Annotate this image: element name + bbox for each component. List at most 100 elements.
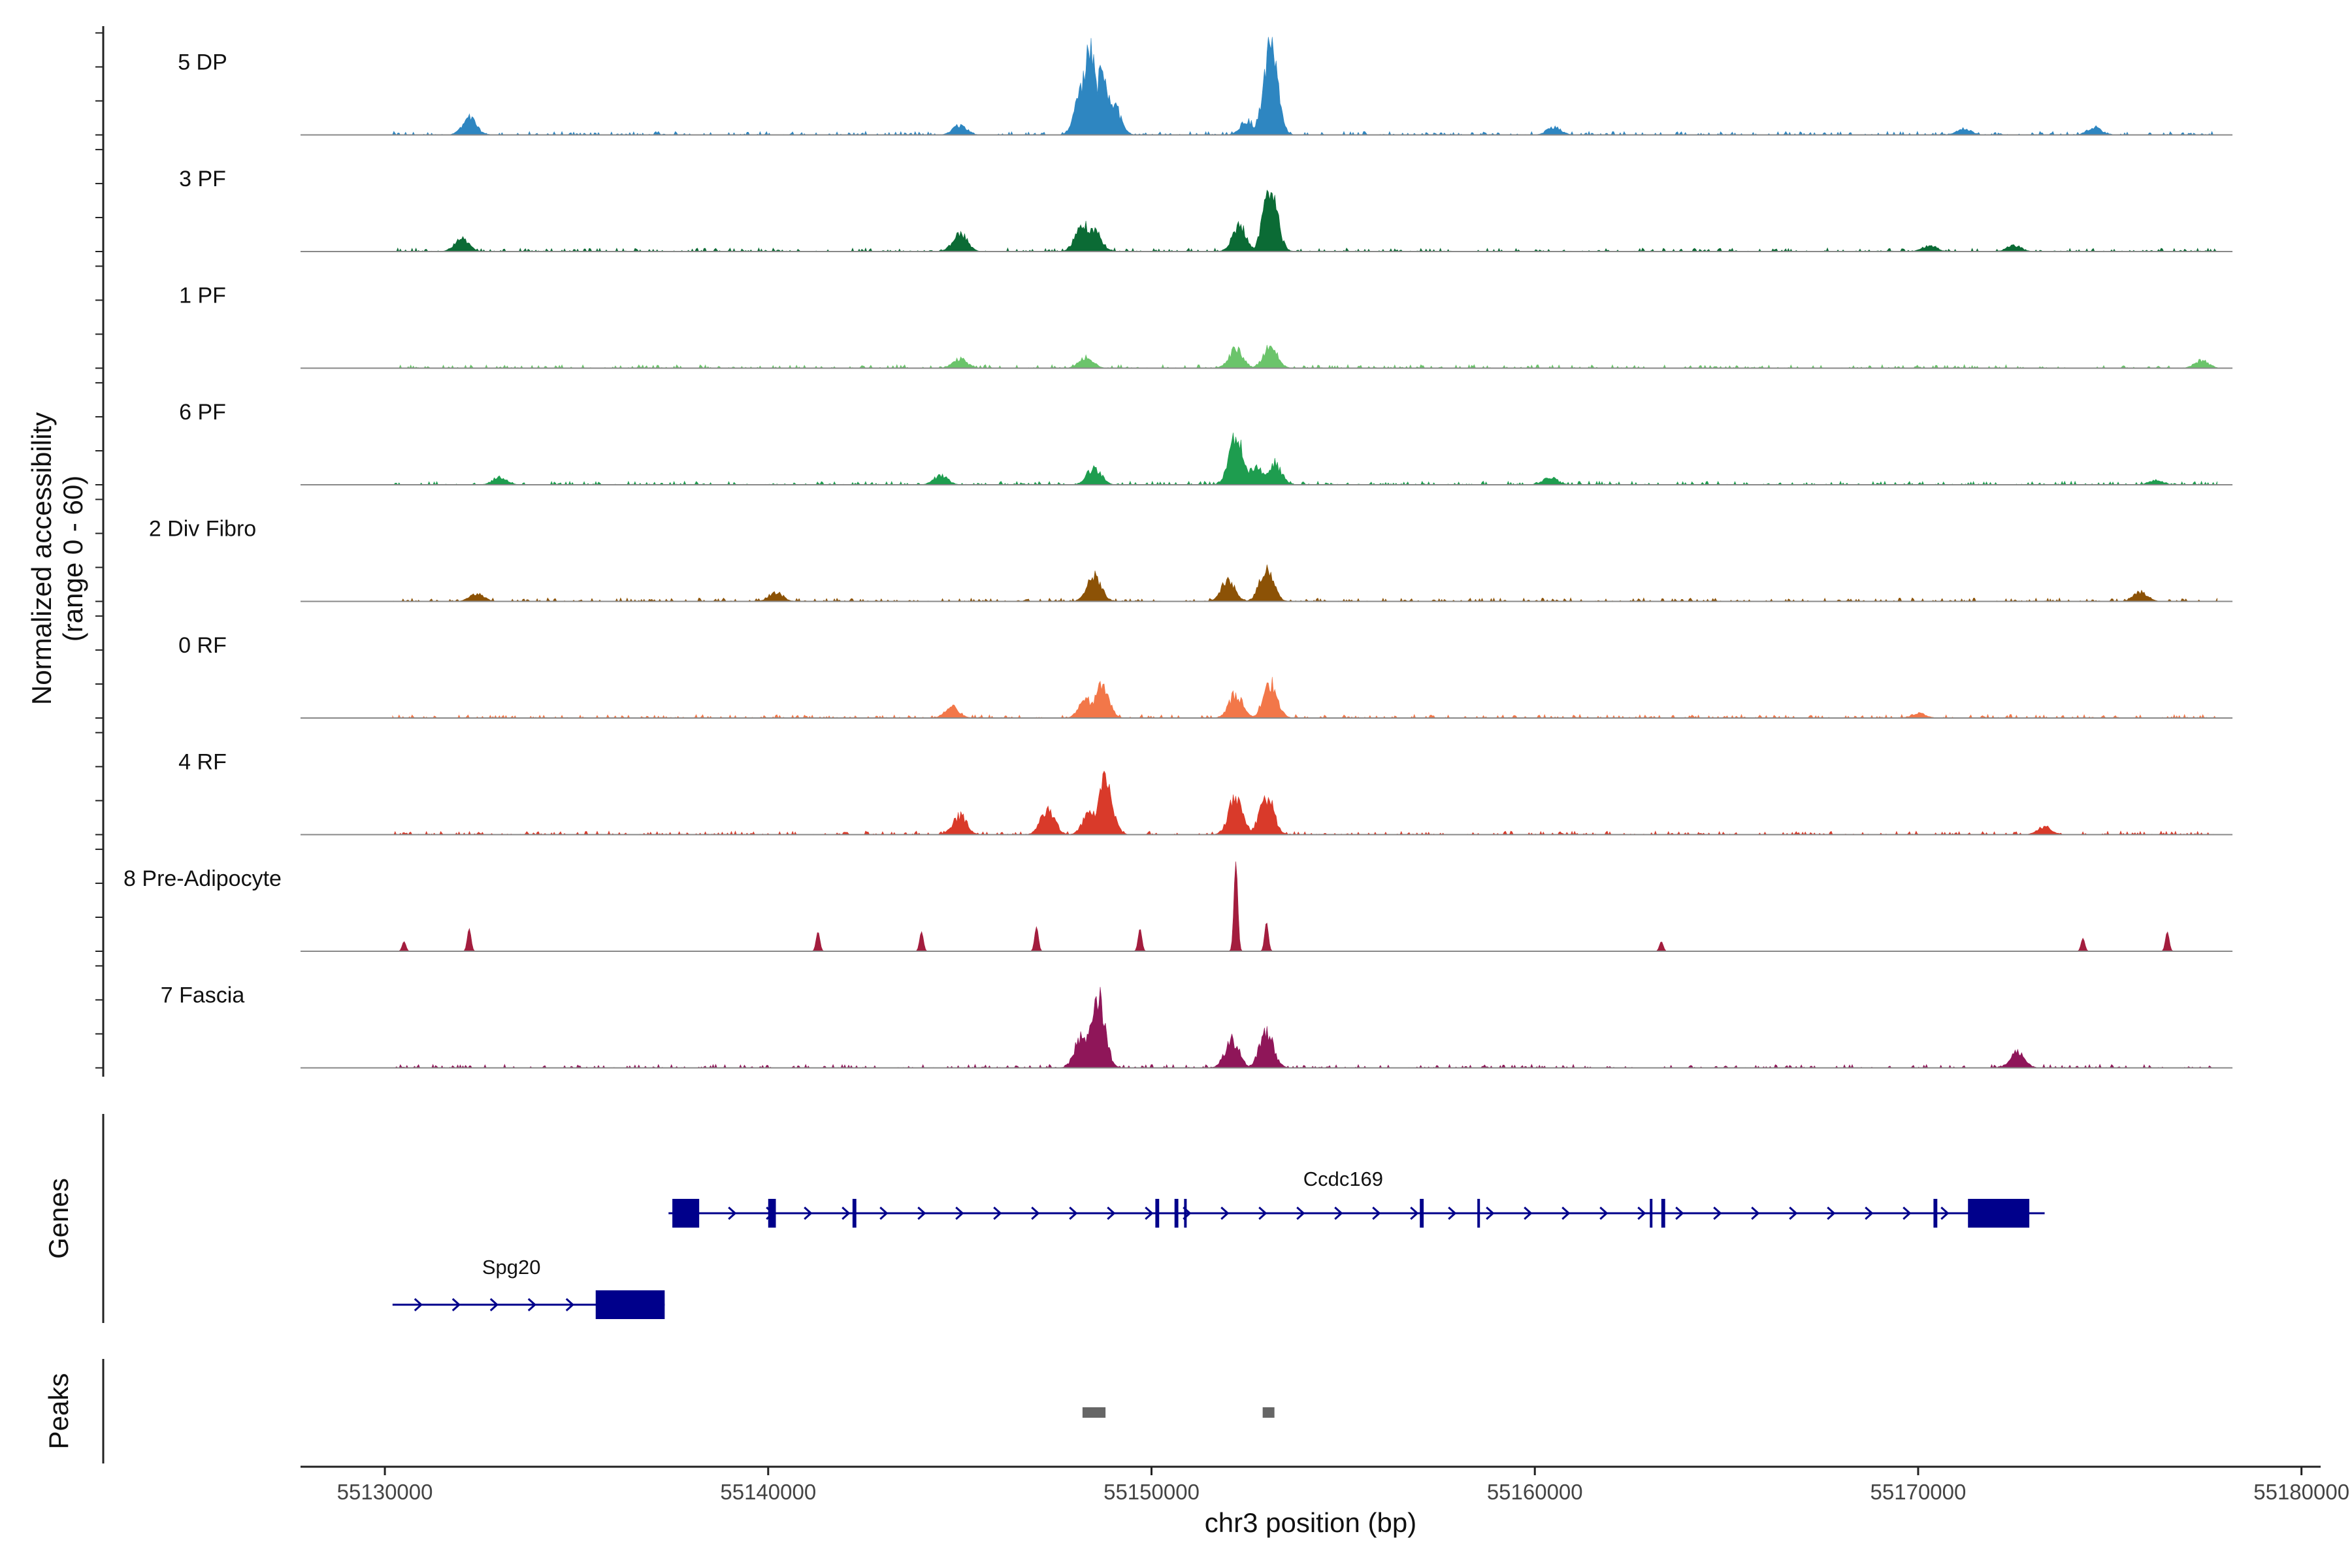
- gene-exon: [1477, 1199, 1480, 1228]
- coverage-track: 2 Div Fibro: [149, 517, 2233, 602]
- coverage-track: 7 Fascia: [161, 983, 2233, 1069]
- strand-arrow: [1069, 1206, 1078, 1220]
- strand-arrow: [1296, 1206, 1305, 1220]
- peaks-panel: Peaks: [43, 1359, 1275, 1463]
- x-axis-title: chr3 position (bp): [1205, 1507, 1417, 1538]
- strand-arrow: [1940, 1206, 1950, 1220]
- y-axis-title: Normalized accessibility (range 0 - 60): [26, 412, 88, 705]
- x-axis: 55130000 55140000 55150000 55160000 55170000…: [301, 1465, 2349, 1504]
- track-label: 0 RF: [178, 633, 227, 658]
- genes-panel-label: Genes: [43, 1178, 74, 1259]
- strand-arrow: [1713, 1206, 1722, 1220]
- coverage-track: 1 PF: [179, 284, 2233, 369]
- strand-arrow: [955, 1206, 964, 1220]
- gene-exon: [768, 1199, 776, 1228]
- peak-region: [1082, 1407, 1106, 1418]
- gene-exon: [1184, 1199, 1187, 1228]
- track-label: 1 PF: [179, 284, 226, 308]
- strand-arrow: [993, 1206, 1002, 1220]
- strand-arrow: [1561, 1206, 1571, 1220]
- strand-arrow: [414, 1298, 423, 1312]
- strand-arrow: [1865, 1206, 1874, 1220]
- peak-regions: [1082, 1407, 1275, 1418]
- strand-arrow: [1751, 1206, 1760, 1220]
- coverage-area: [392, 189, 2217, 252]
- gene-name-label: Spg20: [482, 1256, 541, 1279]
- peak-region: [1262, 1407, 1275, 1418]
- x-tick-label: 55140000: [720, 1480, 816, 1504]
- gene-name-label: Ccdc169: [1303, 1168, 1383, 1190]
- gene-model: Ccdc169: [668, 1168, 2045, 1228]
- gene-exon: [852, 1199, 857, 1228]
- coverage-tracks: 5 DP 3 PF 1 PF 6 PF 2 Div Fibro 0 RF 4 RF 8 Pre…: [123, 37, 2233, 1069]
- coverage-area: [392, 344, 2217, 369]
- strand-arrow: [1524, 1206, 1533, 1220]
- x-tick-label: 55130000: [337, 1480, 433, 1504]
- peaks-panel-label: Peaks: [43, 1373, 74, 1450]
- coverage-area: [392, 677, 2217, 719]
- coverage-area: [392, 987, 2217, 1069]
- strand-arrow: [565, 1298, 575, 1312]
- track-label: 5 DP: [178, 50, 227, 75]
- strand-arrow: [1827, 1206, 1836, 1220]
- x-tick-label: 55150000: [1103, 1480, 1200, 1504]
- strand-arrow: [489, 1298, 499, 1312]
- strand-arrow: [1258, 1206, 1267, 1220]
- strand-arrow: [1599, 1206, 1609, 1220]
- track-label: 8 Pre-Adipocyte: [123, 866, 282, 891]
- gene-exon: [595, 1290, 665, 1319]
- strand-arrow: [527, 1298, 537, 1312]
- strand-arrow: [1448, 1206, 1457, 1220]
- coverage-track: 8 Pre-Adipocyte: [123, 861, 2233, 952]
- x-tick-label: 55160000: [1487, 1480, 1583, 1504]
- track-label: 3 PF: [179, 167, 226, 191]
- strand-arrow: [1903, 1206, 1912, 1220]
- coverage-area: [392, 564, 2217, 602]
- strand-arrow: [1107, 1206, 1116, 1220]
- strand-arrow: [1675, 1206, 1684, 1220]
- gene-exon: [1933, 1199, 1938, 1228]
- x-tick-label: 55180000: [2253, 1480, 2349, 1504]
- x-tick-label: 55170000: [1870, 1480, 1967, 1504]
- strand-arrow: [917, 1206, 926, 1220]
- strand-arrow: [1031, 1206, 1040, 1220]
- coverage-area: [392, 770, 2217, 836]
- strand-arrow: [1637, 1206, 1646, 1220]
- gene-exon: [1661, 1199, 1665, 1228]
- track-label: 2 Div Fibro: [149, 517, 256, 542]
- gene-exon: [1174, 1199, 1179, 1228]
- gene-exon: [1420, 1199, 1424, 1228]
- gene-exon: [1650, 1199, 1653, 1228]
- gene-exon: [1155, 1199, 1160, 1228]
- coverage-area: [392, 433, 2217, 485]
- track-label: 4 RF: [178, 750, 227, 775]
- gene-models: Ccdc169 Spg20: [392, 1168, 2045, 1319]
- track-label: 7 Fascia: [161, 983, 245, 1008]
- strand-arrow: [879, 1206, 889, 1220]
- strand-arrow: [728, 1206, 737, 1220]
- coverage-track: 6 PF: [179, 400, 2233, 485]
- genes-panel: Genes Ccdc169 Spg20: [43, 1114, 2045, 1323]
- coverage-area: [392, 37, 2217, 136]
- strand-arrow: [1145, 1206, 1154, 1220]
- coverage-area: [392, 861, 2217, 952]
- strand-arrow: [1486, 1206, 1495, 1220]
- strand-arrow: [1372, 1206, 1381, 1220]
- coverage-track: 3 PF: [179, 167, 2233, 252]
- strand-arrow: [1220, 1206, 1230, 1220]
- strand-arrow: [841, 1206, 851, 1220]
- coverage-track: 5 DP: [178, 37, 2233, 136]
- track-label: 6 PF: [179, 400, 226, 425]
- coverage-track: 0 RF: [178, 633, 2233, 719]
- y-axis-title-line-2: (range 0 - 60): [57, 476, 88, 642]
- strand-arrow: [1410, 1206, 1419, 1220]
- gene-model: Spg20: [392, 1256, 665, 1319]
- coverage-y-axis: [95, 26, 105, 1077]
- y-axis-title-line-1: Normalized accessibility: [26, 412, 57, 705]
- strand-arrow: [1789, 1206, 1798, 1220]
- gene-exon: [672, 1199, 700, 1228]
- strand-arrow: [804, 1206, 813, 1220]
- gene-exon: [1968, 1199, 2030, 1228]
- coverage-track: 4 RF: [178, 750, 2233, 836]
